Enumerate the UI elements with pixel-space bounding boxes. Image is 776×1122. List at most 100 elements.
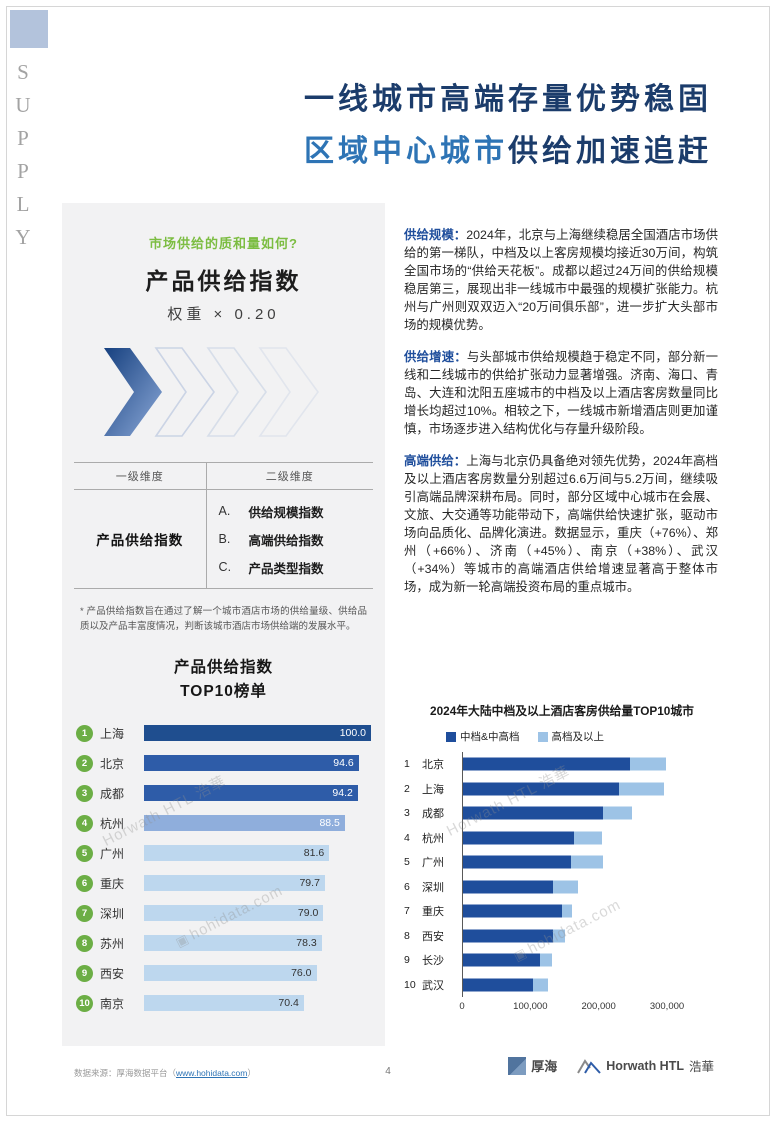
supply-city-label: 北京: [422, 759, 444, 772]
x-tick-label: 100,000: [513, 1001, 548, 1012]
rank-value-bar: 88.5: [144, 815, 345, 832]
rank-bar-track: 79.7: [144, 875, 371, 892]
rank-badge: 6: [76, 874, 93, 892]
ranking-title-line-1: 产品供给指数: [173, 659, 273, 677]
bar-segment: [463, 855, 571, 869]
rank-badge: 9: [76, 964, 93, 982]
supply-chart: 2024年大陆中档及以上酒店客房供给量TOP10城市 中档&中高档 高档及以上 …: [404, 702, 720, 1015]
rank-value: 81.6: [303, 847, 325, 860]
rank-value: 94.2: [332, 787, 353, 800]
bar-segment: [463, 757, 631, 771]
bar-segment: [463, 904, 563, 918]
rank-badge: 3: [76, 784, 93, 802]
title-line-2-highlight: 区域中心城市: [304, 134, 508, 168]
horwath-logo-text: Horwath HTL: [606, 1058, 684, 1073]
horwath-logo-cn: 浩華: [688, 1060, 714, 1074]
rank-value-bar: 78.3: [144, 935, 322, 952]
rank-value-bar: 79.0: [144, 905, 324, 922]
supply-city-label: 成都: [422, 808, 444, 821]
supply-rank: 4: [404, 831, 410, 844]
x-axis: 0 100,000 200,000 300,000: [459, 999, 720, 1015]
supply-row: 2 上海: [404, 776, 720, 801]
supply-city-label: 长沙: [422, 955, 444, 968]
rank-bar-track: 79.0: [144, 905, 371, 922]
secondary-dimension-item: C. 产品类型指数: [219, 553, 373, 581]
secondary-dimension-item: A. 供给规模指数: [219, 497, 373, 525]
title-line-2-rest: 供给加速追赶: [508, 134, 712, 168]
supply-bar: [462, 752, 720, 777]
rank-city-label: 西安: [100, 966, 125, 981]
rank-bar-track: 94.2: [144, 785, 371, 802]
ranking-row: 9 西安 76.0: [76, 958, 371, 988]
chevron-solid: [103, 348, 162, 436]
ranking-row: 3 成都 94.2: [76, 778, 371, 808]
rank-city-label: 深圳: [100, 906, 125, 921]
supply-row: 4 杭州: [404, 825, 720, 850]
horwath-logo: Horwath HTL 浩華: [577, 1056, 714, 1075]
ranking-row: 5 广州 81.6: [76, 838, 371, 868]
rank-bar-track: 94.6: [144, 755, 371, 772]
rank-city-label: 成都: [100, 786, 125, 801]
supply-city-label: 深圳: [422, 881, 444, 894]
chart-legend: 中档&中高档 高档及以上: [446, 729, 720, 744]
legend-swatch-midscale: [446, 731, 456, 742]
rank-value: 79.0: [297, 907, 319, 920]
paragraph-body: 上海与北京仍具备绝对领先优势，2024年高档及以上酒店客房数量分别超过6.6万间…: [404, 453, 718, 594]
rank-value-bar: 79.7: [144, 875, 325, 892]
rank-city-label: 苏州: [100, 936, 125, 951]
ranking-row: 10 南京 70.4: [76, 988, 371, 1018]
legend-item-midscale: 中档&中高档: [446, 729, 520, 744]
secondary-dimension-item: B. 高端供给指数: [219, 525, 373, 553]
ranking-row: 6 重庆 79.7: [76, 868, 371, 898]
legend-label: 中档&中高档: [460, 731, 520, 743]
supply-rank: 8: [404, 929, 410, 942]
bar-segment: [463, 929, 554, 943]
rank-badge: 8: [76, 934, 93, 952]
bar-segment: [618, 782, 664, 796]
section-side-label: SUPPLY: [11, 60, 35, 258]
supply-city-label: 杭州: [422, 832, 444, 845]
supply-city-label: 上海: [422, 783, 444, 796]
panel-question: 市场供给的质和量如何?: [149, 236, 298, 251]
paragraph-label: 高端供给：: [404, 453, 467, 468]
houhai-logo: 厚海: [508, 1056, 557, 1075]
bar-segment: [603, 806, 632, 820]
chevron-outline-3: [257, 347, 319, 437]
paragraph-body: 与头部城市供给规模趋于稳定不同，部分新一线和二线城市的供给扩张动力显著增强。济南…: [404, 349, 719, 436]
dimension-key: B.: [218, 532, 231, 546]
ranking-row: 2 北京 94.6: [76, 748, 371, 778]
chevron-outline-1: [153, 347, 215, 437]
bar-segment: [553, 929, 566, 943]
page-title: 一线城市高端存量优势稳固 区域中心城市供给加速追赶: [250, 84, 712, 167]
legend-swatch-upscale: [537, 731, 548, 742]
rank-value-bar: 94.2: [144, 785, 358, 802]
supply-row: 5 广州: [404, 850, 720, 875]
supply-rank: 5: [404, 856, 410, 869]
ranking-row: 7 深圳 79.0: [76, 898, 371, 928]
supply-chart-title: 2024年大陆中档及以上酒店客房供给量TOP10城市: [430, 704, 694, 718]
supply-city-label: 广州: [422, 857, 444, 870]
bar-segment: [562, 904, 573, 918]
rank-bar-track: 100.0: [144, 725, 371, 742]
bar-segment: [463, 831, 574, 845]
bar-segment: [463, 806, 604, 820]
dimension-key: C.: [218, 560, 232, 574]
rank-city-label: 重庆: [100, 876, 125, 891]
supply-chart-rows: 1 北京 2 上海 3 成都 4 杭州 5 广州 6 深圳 7 重庆 8 西安 9 长沙 10 武汉: [404, 752, 720, 997]
footer-source: 数据来源：厚海数据平台（www.hohidata.com）: [74, 1067, 256, 1079]
supply-rank: 7: [404, 905, 410, 918]
index-panel: 市场供给的质和量如何? 产品供给指数 权重 × 0.20 一级维度 二级维度 产…: [62, 203, 385, 1046]
bar-segment: [463, 953, 541, 967]
legend-item-upscale: 高档及以上: [537, 729, 604, 744]
panel-index-name: 产品供给指数: [145, 268, 302, 294]
supply-rank: 3: [404, 807, 410, 820]
dimension-table-body: 产品供给指数 A. 供给规模指数 B. 高端供给指数 C. 产品类型指数: [74, 490, 373, 588]
supply-bar: [462, 850, 720, 875]
supply-rank: 6: [404, 880, 410, 893]
supply-bar: [462, 972, 720, 997]
ranking-title-line-2: TOP10榜单: [180, 683, 267, 701]
source-link[interactable]: www.hohidata.com: [176, 1068, 248, 1078]
x-tick-label: 300,000: [649, 1001, 685, 1012]
supply-row: 7 重庆: [404, 899, 720, 924]
